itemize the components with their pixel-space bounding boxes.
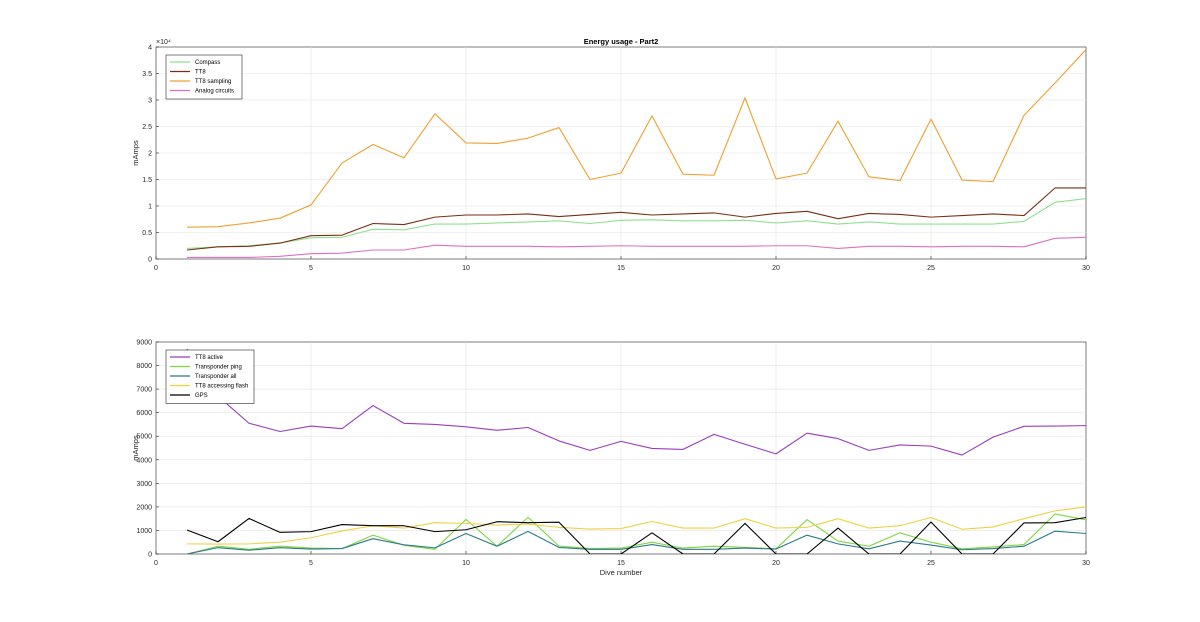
series-line-gps xyxy=(186,516,1086,554)
bottom-legend: TT8 active Transponder ping Transponder al… xyxy=(165,349,255,404)
series-line-tt8-sampling xyxy=(186,49,1086,228)
y-tick-label: 4000 xyxy=(136,457,152,464)
y-tick-label: 3.5 xyxy=(142,71,152,78)
y-tick-label: 0 xyxy=(148,257,152,264)
x-tick-label: 15 xyxy=(617,560,625,567)
y-tick-label: 1 xyxy=(148,204,152,211)
top-y-axis-label: mAmps xyxy=(131,140,140,166)
series-line-tt8-active xyxy=(186,348,1086,456)
y-tick-label: 0.5 xyxy=(142,230,152,237)
legend-entry: TT8 active xyxy=(195,355,224,361)
bottom-axis-ticks: 0 5 10 15 20 25 30 0 1000 2000 3000 4000 5000 6000 700… xyxy=(136,340,1090,568)
legend-entry: Transponder all xyxy=(195,374,236,380)
x-tick-label: 0 xyxy=(154,265,158,272)
series-line-compass xyxy=(186,198,1086,249)
bottom-grid xyxy=(156,342,1086,554)
top-axis-ticks: 0 5 10 15 20 25 30 0 0.5 1 1.5 2 2.5 3 3.5 4 xyxy=(142,45,1090,273)
y-tick-label: 3 xyxy=(148,98,152,105)
x-tick-label: 20 xyxy=(772,560,780,567)
y-tick-label: 3000 xyxy=(136,481,152,488)
y-exponent-label: ×10⁴ xyxy=(156,39,171,46)
x-tick-label: 30 xyxy=(1082,560,1090,567)
chart-title: Energy usage - Part2 xyxy=(584,37,659,46)
series-line-analog-circuits xyxy=(187,236,1086,258)
y-tick-label: 1.5 xyxy=(142,177,152,184)
series-line-tt8-accessing-flash xyxy=(186,506,1086,545)
x-tick-label: 0 xyxy=(154,560,158,567)
legend-entry: GPS xyxy=(195,393,208,399)
x-tick-label: 30 xyxy=(1082,265,1090,272)
x-tick-label: 5 xyxy=(309,265,313,272)
series-line-tt8 xyxy=(186,187,1086,251)
bottom-chart-panel: 0 5 10 15 20 25 30 0 1000 2000 3000 4000 5000 6000 700… xyxy=(131,340,1090,578)
y-tick-label: 5000 xyxy=(136,434,152,441)
legend-entry: Compass xyxy=(195,60,220,66)
y-tick-label: 4 xyxy=(148,45,152,52)
x-tick-label: 5 xyxy=(309,560,313,567)
top-legend: Compass TT8 TT8 sampling Analog circuits xyxy=(165,54,243,100)
x-axis-label: Dive number xyxy=(600,568,643,577)
x-tick-label: 15 xyxy=(617,265,625,272)
top-series-lines xyxy=(186,49,1086,258)
bottom-series-lines xyxy=(186,348,1086,554)
top-chart-panel: 0 5 10 15 20 25 30 0 0.5 1 1.5 2 2.5 3 3.5 4 Energy usa… xyxy=(131,37,1090,272)
x-tick-label: 10 xyxy=(462,265,470,272)
bottom-y-axis-label: mAmps xyxy=(131,435,140,461)
legend-entry: Transponder ping xyxy=(195,365,242,371)
legend-entry: TT8 sampling xyxy=(195,79,231,85)
y-tick-label: 2 xyxy=(148,151,152,158)
x-tick-label: 10 xyxy=(462,560,470,567)
legend-entry: Analog circuits xyxy=(195,89,234,95)
y-tick-label: 6000 xyxy=(136,410,152,417)
y-tick-label: 9000 xyxy=(136,340,152,347)
x-tick-label: 25 xyxy=(927,265,935,272)
series-line-transponder-all xyxy=(186,530,1086,554)
y-tick-label: 8000 xyxy=(136,363,152,370)
legend-entry: TT8 accessing flash xyxy=(195,384,248,390)
y-tick-label: 0 xyxy=(148,552,152,559)
y-tick-label: 2.5 xyxy=(142,124,152,131)
legend-entry: TT8 xyxy=(195,70,206,76)
x-tick-label: 25 xyxy=(927,560,935,567)
y-tick-label: 1000 xyxy=(136,528,152,535)
y-tick-label: 7000 xyxy=(136,387,152,394)
y-tick-label: 2000 xyxy=(136,504,152,511)
x-tick-label: 20 xyxy=(772,265,780,272)
top-grid xyxy=(156,47,1086,259)
